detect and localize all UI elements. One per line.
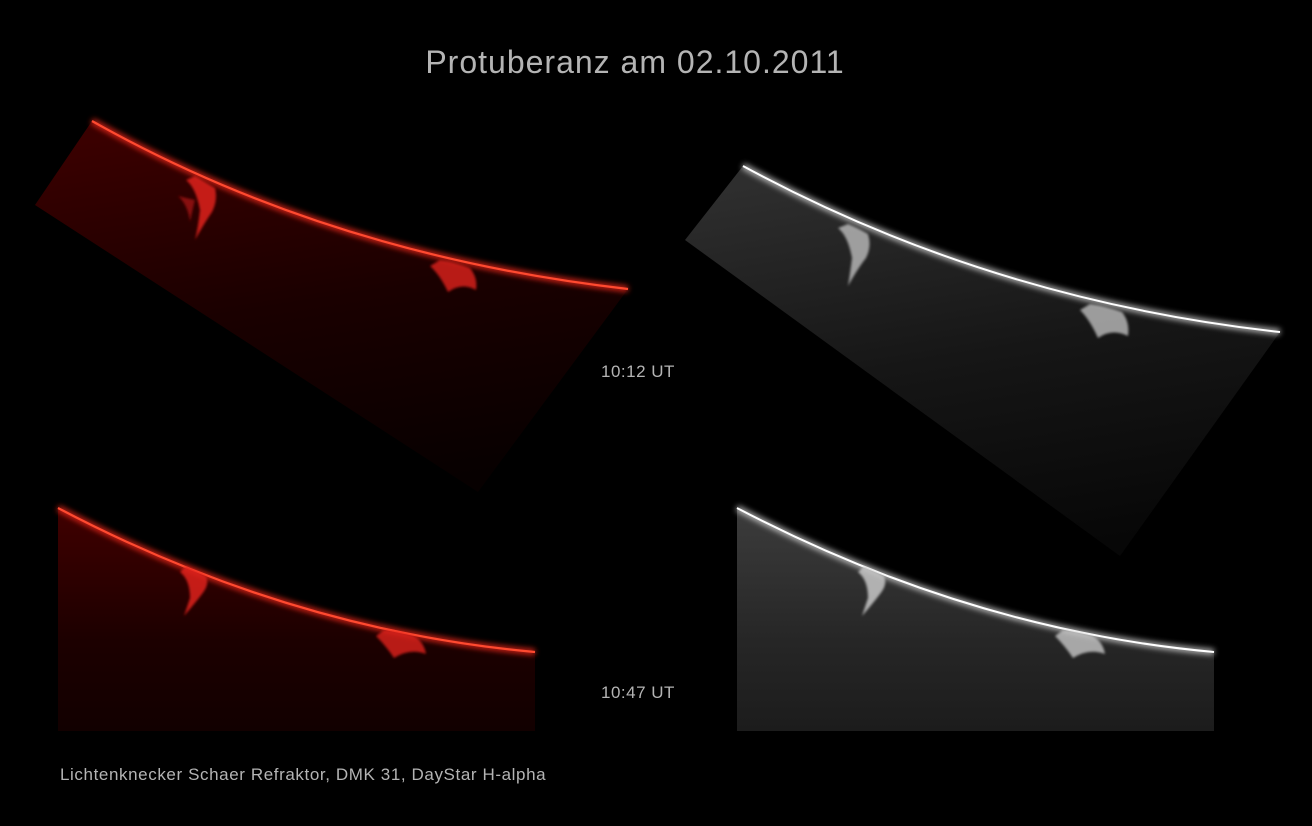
image-1012-red [35, 118, 629, 492]
image-1047-grayscale [735, 505, 1215, 731]
equipment-caption: Lichtenknecker Schaer Refraktor, DMK 31,… [60, 765, 547, 784]
image-1047-red [56, 505, 536, 731]
page-title: Protuberanz am 02.10.2011 [425, 44, 845, 80]
time-label-second: 10:47 UT [601, 683, 675, 702]
image-1012-grayscale [685, 163, 1281, 556]
time-label-first: 10:12 UT [601, 362, 675, 381]
